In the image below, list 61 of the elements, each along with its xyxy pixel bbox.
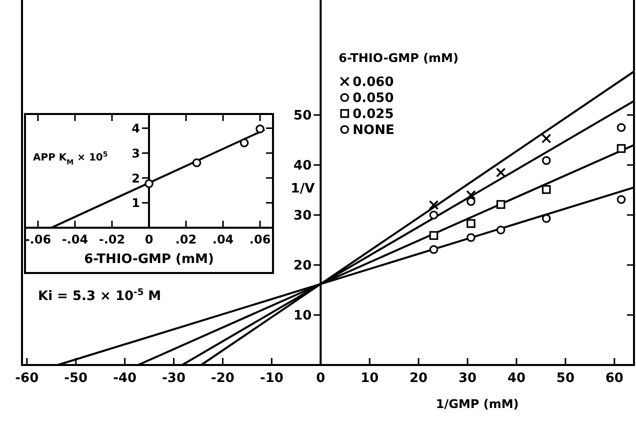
- x-axis-title: 1/GMP (mM): [436, 397, 519, 411]
- x-tick-label: 10: [360, 371, 379, 386]
- point: [240, 138, 249, 148]
- point: [616, 123, 626, 132]
- legend-title: 6-THIO-GMP (mM): [338, 51, 458, 65]
- point: [466, 233, 476, 242]
- x-tick-label: 50: [556, 371, 575, 386]
- x-tick-label: 20: [410, 371, 428, 386]
- x-tick-label: .06: [249, 232, 271, 247]
- y-tick-label: 4: [132, 122, 140, 136]
- point: [542, 214, 551, 223]
- point: [496, 168, 506, 178]
- x-axis-title: 6-THIO-GMP (mM): [84, 252, 214, 267]
- point: [542, 185, 551, 194]
- point: [428, 200, 439, 210]
- x-tick-label: -60: [15, 371, 39, 386]
- y-tick-label: 1: [132, 196, 140, 210]
- x-tick-label: -30: [162, 371, 186, 386]
- point: [496, 226, 506, 234]
- y-tick-label: 3: [132, 146, 140, 160]
- x-tick-label: -10: [260, 371, 284, 386]
- point: [542, 156, 551, 165]
- point: [616, 195, 626, 204]
- point: [192, 158, 202, 168]
- x-tick-label: -40: [113, 371, 137, 386]
- y-tick-label: 30: [294, 208, 312, 224]
- x-tick-label: -20: [210, 371, 234, 386]
- point: [466, 190, 476, 200]
- x-tick-label: -.06: [24, 232, 52, 247]
- x-tick-label: -.02: [98, 232, 126, 247]
- x-tick-label: -.04: [62, 232, 88, 247]
- y-tick-label: 20: [294, 258, 312, 274]
- point: [616, 144, 626, 153]
- legend-label: NONE: [352, 123, 394, 138]
- x-tick-label: .02: [175, 232, 197, 247]
- legend-label: 0.050: [352, 91, 394, 106]
- x-tick-label: .04: [212, 232, 234, 247]
- y-tick-label: 10: [294, 308, 312, 324]
- point: [541, 134, 552, 144]
- point: [256, 124, 264, 134]
- x-tick-label: 30: [458, 371, 477, 386]
- legend-label: 0.060: [352, 75, 394, 90]
- point: [144, 179, 154, 188]
- x-tick-label: 0: [316, 371, 326, 386]
- point: [429, 210, 438, 220]
- point: [466, 197, 476, 206]
- x-tick-label: 0: [144, 232, 154, 247]
- y-axis-title: 1/V: [290, 182, 315, 196]
- annotation: Ki = 5.3 × 10$^{-5}$ M: [38, 288, 162, 304]
- legend-label: 0.025: [352, 107, 394, 122]
- y-tick-label: 2: [132, 171, 140, 186]
- y-tick-label: 40: [294, 158, 312, 174]
- point: [496, 200, 506, 209]
- y-tick-label: 50: [294, 108, 312, 124]
- y-axis-title: APP K$_{M}$ × 10$^{5}$: [33, 150, 108, 167]
- point: [429, 245, 438, 254]
- x-tick-label: -50: [64, 371, 88, 386]
- point: [466, 219, 476, 228]
- x-tick-label: 40: [507, 371, 526, 386]
- point: [429, 231, 438, 240]
- x-tick-label: 60: [605, 371, 624, 386]
